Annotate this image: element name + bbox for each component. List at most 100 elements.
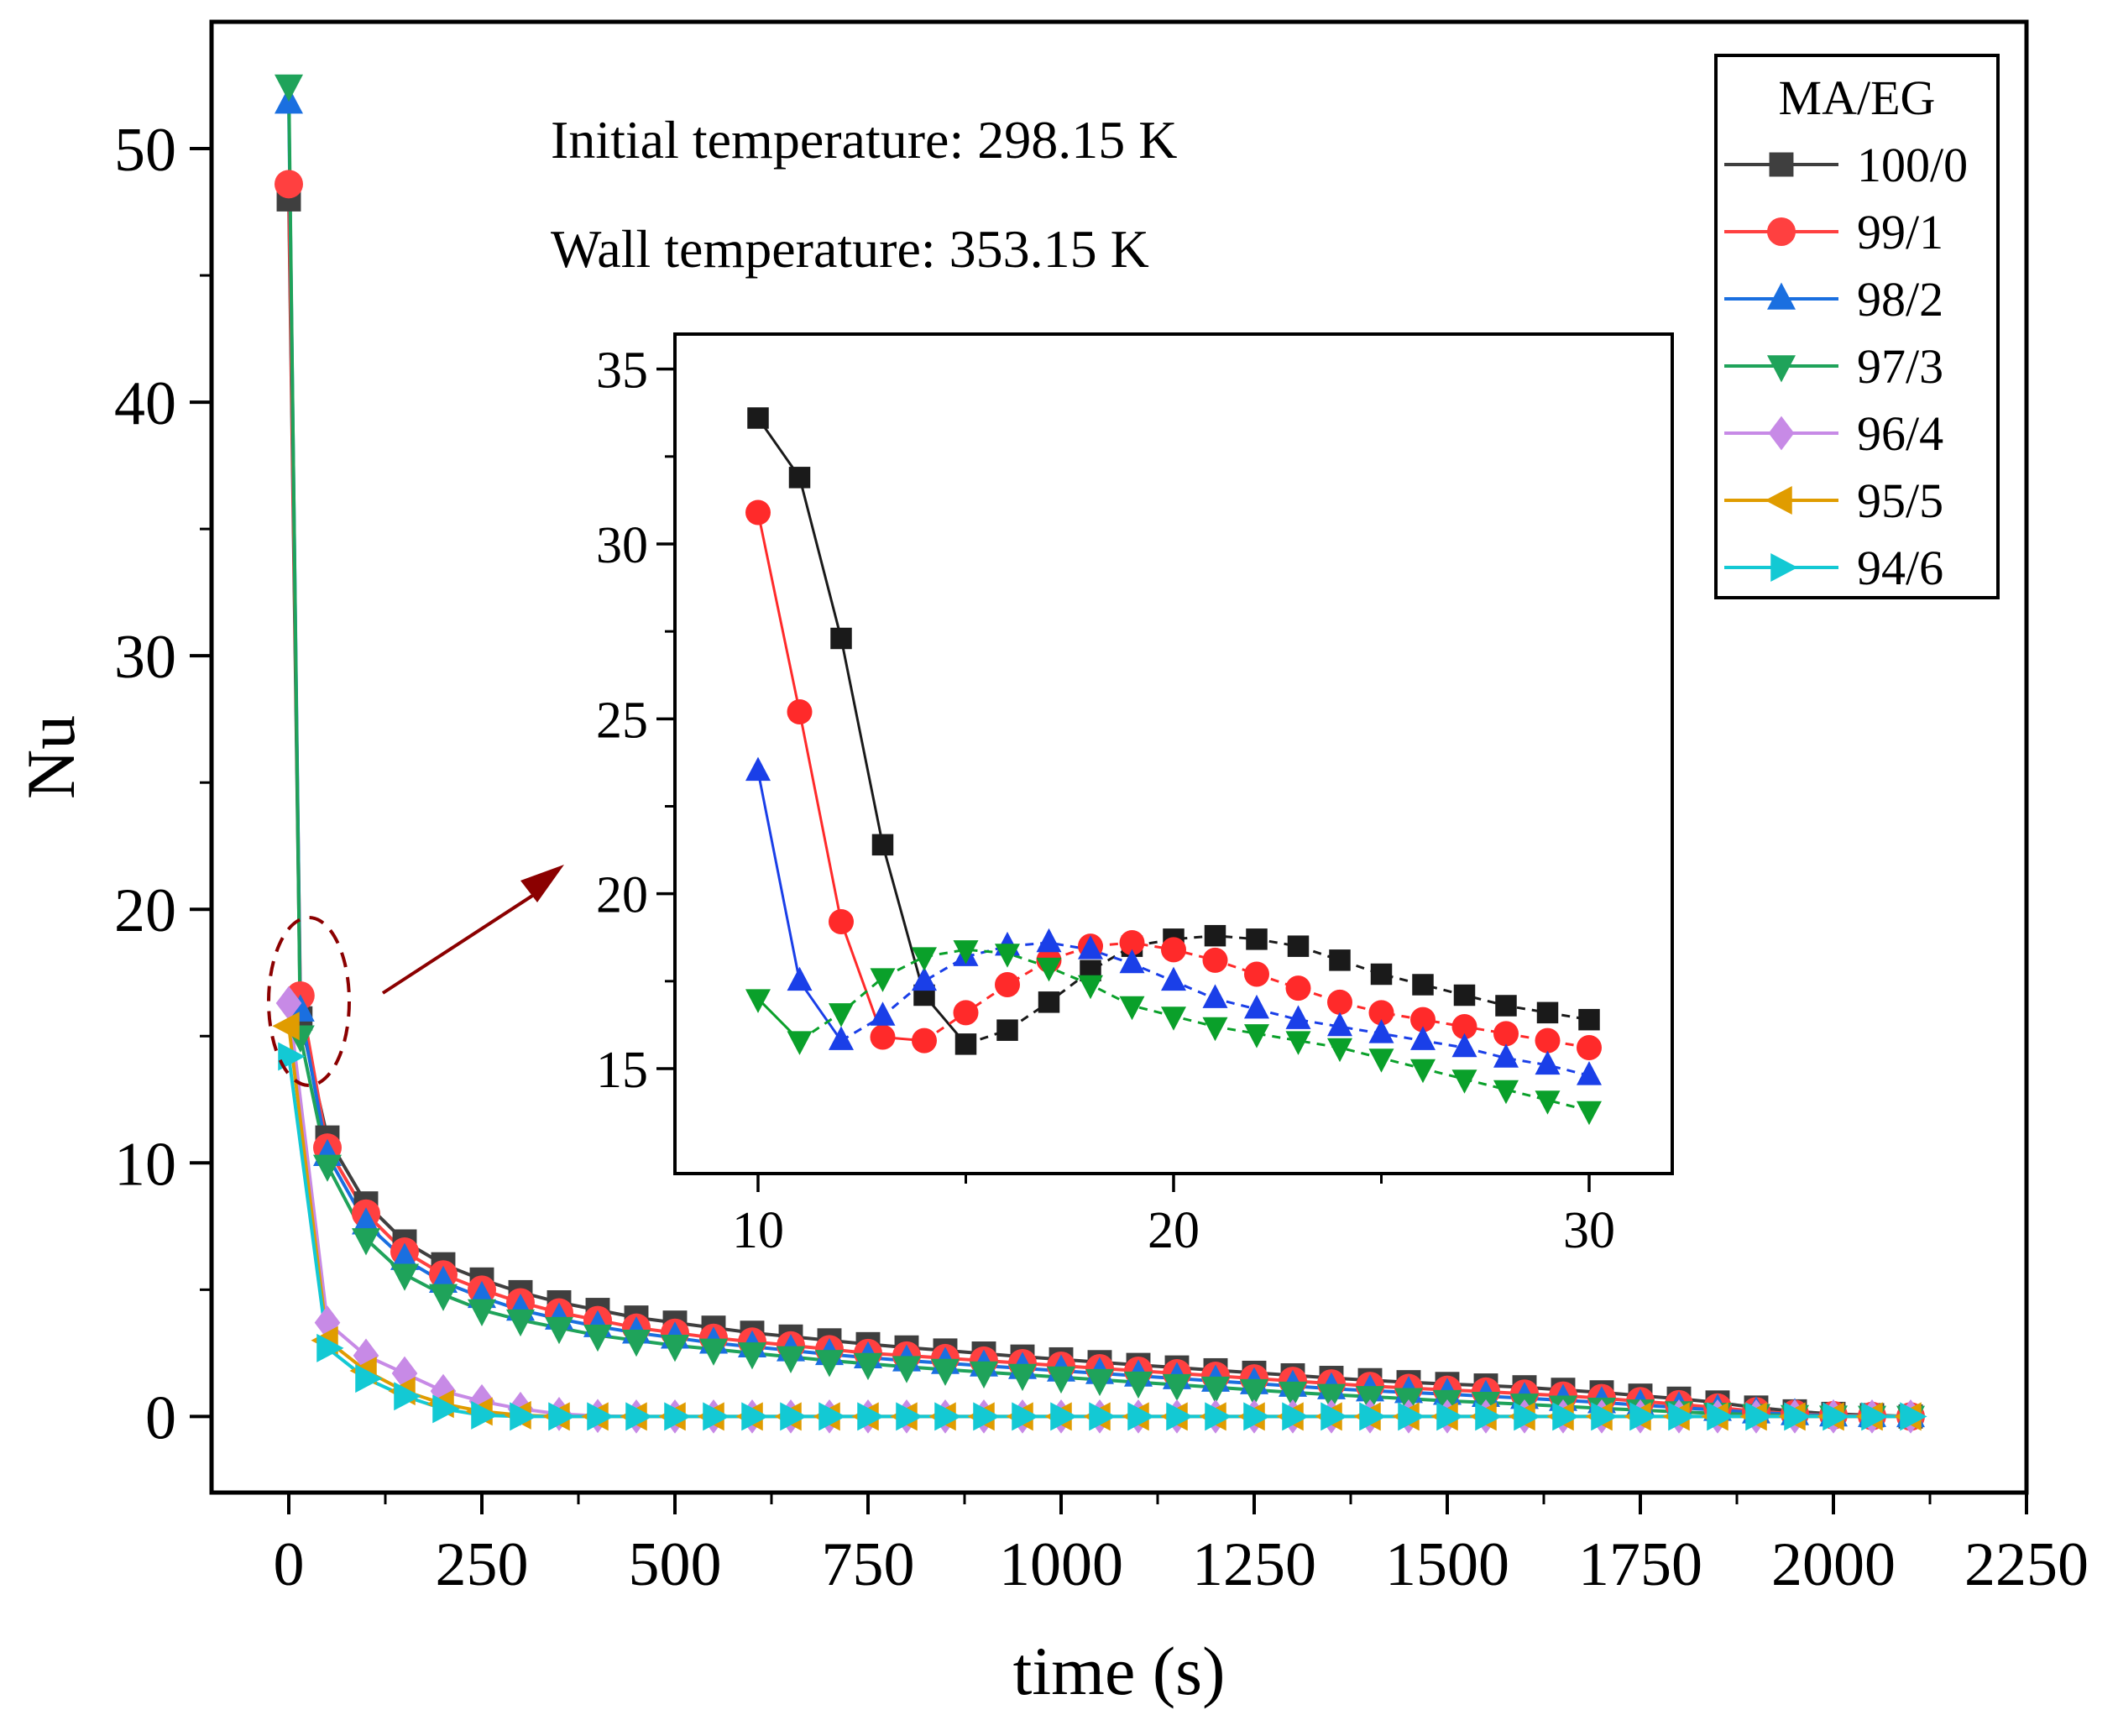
data-point-97-3 [429, 1284, 458, 1311]
data-point-97-3 [661, 1335, 689, 1362]
inset-data-point-97-3 [1451, 1069, 1477, 1094]
data-point-96-4 [468, 1383, 495, 1419]
legend-marker [1767, 217, 1796, 246]
data-point-97-3 [854, 1352, 882, 1381]
inset-y-tick-label: 20 [596, 867, 648, 924]
inset-data-point-100-0 [1287, 935, 1310, 957]
inset-data-point-99-1 [1244, 961, 1269, 987]
data-point-94-6 [394, 1382, 421, 1411]
x-axis-title: time (s) [1013, 1633, 1226, 1709]
inset-x-tick-label: 20 [1148, 1202, 1200, 1259]
inset-data-point-98-2 [1078, 935, 1103, 960]
data-point-97-3 [390, 1263, 419, 1291]
inset-data-point-97-3 [1202, 1017, 1228, 1042]
x-tick-label: 250 [436, 1530, 529, 1599]
inset-data-point-99-1 [787, 699, 813, 724]
inset-data-point-98-2 [1161, 966, 1186, 991]
data-point-97-3 [352, 1228, 380, 1256]
data-point-94-6 [432, 1394, 460, 1424]
x-tick-label: 1250 [1192, 1530, 1316, 1599]
x-tick-label: 750 [822, 1530, 915, 1599]
inset-data-point-99-1 [953, 1000, 979, 1026]
legend: MA/EG 100/0 99/1 98/2 97/3 96/4 95/5 94/6 [1714, 54, 2000, 599]
data-point-95-5 [272, 1012, 300, 1041]
data-point-94-6 [471, 1400, 499, 1430]
legend-label: 94/6 [1857, 541, 1943, 595]
legend-marker [1768, 416, 1795, 451]
inset-data-point-97-3 [953, 940, 979, 965]
x-tick-label: 1750 [1578, 1530, 1702, 1599]
data-point-94-6 [1012, 1402, 1039, 1431]
data-point-97-3 [313, 1154, 342, 1182]
inset-data-point-97-3 [1161, 1007, 1186, 1031]
legend-items: 100/0 99/1 98/2 97/3 96/4 95/5 94/6 [1724, 138, 1968, 595]
inset-data-point-97-3 [1078, 975, 1103, 1000]
inset-data-point-100-0 [830, 627, 852, 650]
legend-label: 97/3 [1857, 339, 1943, 394]
data-point-94-6 [1050, 1402, 1078, 1431]
inset-x-tick-label: 10 [732, 1202, 784, 1259]
data-point-94-6 [1282, 1402, 1310, 1431]
data-point-94-6 [973, 1402, 1001, 1431]
data-point-94-6 [1900, 1402, 1927, 1431]
inset-data-point-98-2 [870, 1001, 896, 1026]
y-tick-label: 0 [145, 1383, 176, 1452]
inset-data-point-99-1 [1285, 975, 1311, 1001]
zoom-arrow-head [520, 865, 564, 902]
y-tick-label: 10 [114, 1130, 176, 1199]
inset-data-point-97-3 [1285, 1031, 1311, 1055]
inset-data-point-98-2 [1368, 1019, 1394, 1043]
y-tick-label: 50 [114, 116, 176, 185]
data-point-97-3 [1163, 1373, 1191, 1402]
data-point-94-6 [1552, 1402, 1580, 1431]
main-axes: 0 250 500 750 1000 1250 1500 1750 2000 2250 0 10 20 3… [114, 116, 2089, 1599]
legend-label: 98/2 [1857, 272, 1943, 327]
inset-data-point-98-2 [1036, 928, 1062, 953]
data-point-94-6 [1823, 1402, 1850, 1431]
inset-series-group [745, 407, 1602, 1126]
x-tick-label: 2250 [1964, 1530, 2089, 1599]
inset-data-point-98-2 [1451, 1033, 1477, 1058]
legend-label: 99/1 [1857, 205, 1943, 259]
inset-axes: 10 20 30 15 20 25 30 35 [596, 342, 1615, 1259]
main-plot: 0 250 500 750 1000 1250 1500 1750 2000 2250 0 10 20 3… [114, 19, 2089, 1599]
inset-y-tick-label: 15 [596, 1042, 648, 1099]
inset-data-point-99-1 [1535, 1027, 1561, 1054]
legend-title: MA/EG [1779, 71, 1936, 125]
legend-item-97-3: 97/3 [1724, 339, 1943, 394]
inset-data-point-98-2 [1327, 1012, 1352, 1037]
data-point-94-6 [664, 1402, 692, 1431]
inset-y-tick-label: 25 [596, 692, 648, 749]
inset-data-point-100-0 [1578, 1008, 1600, 1031]
inset-data-point-100-0 [1370, 963, 1393, 986]
data-point-97-3 [1085, 1368, 1114, 1397]
inset-data-point-98-2 [912, 966, 937, 991]
data-point-94-6 [780, 1402, 808, 1431]
data-point-97-3 [1124, 1371, 1153, 1399]
legend-marker [1770, 553, 1798, 582]
inset-data-point-98-2 [1119, 949, 1145, 974]
inset-data-point-97-3 [1327, 1038, 1352, 1063]
data-point-94-6 [1475, 1402, 1503, 1431]
inset-data-point-100-0 [1453, 984, 1476, 1007]
inset-data-point-99-1 [1410, 1007, 1436, 1033]
data-point-98-2 [352, 1207, 380, 1235]
data-point-97-3 [545, 1316, 573, 1345]
data-point-94-6 [934, 1402, 962, 1431]
data-point-99-1 [275, 170, 303, 199]
inset-data-point-97-3 [1577, 1101, 1602, 1126]
inset-data-point-99-1 [1119, 930, 1145, 955]
data-point-94-6 [818, 1402, 846, 1431]
data-point-94-6 [1320, 1402, 1348, 1431]
y-tick-label: 40 [114, 369, 176, 438]
data-point-97-3 [1008, 1363, 1037, 1392]
y-tick-label: 30 [114, 623, 176, 692]
data-point-94-6 [1398, 1402, 1425, 1431]
data-point-97-3 [1047, 1366, 1075, 1394]
data-point-94-6 [1861, 1402, 1889, 1431]
inset-data-point-100-0 [1204, 924, 1226, 947]
data-point-94-6 [741, 1402, 769, 1431]
y-tick-label: 20 [114, 876, 176, 945]
inset-data-point-97-3 [787, 1031, 813, 1055]
